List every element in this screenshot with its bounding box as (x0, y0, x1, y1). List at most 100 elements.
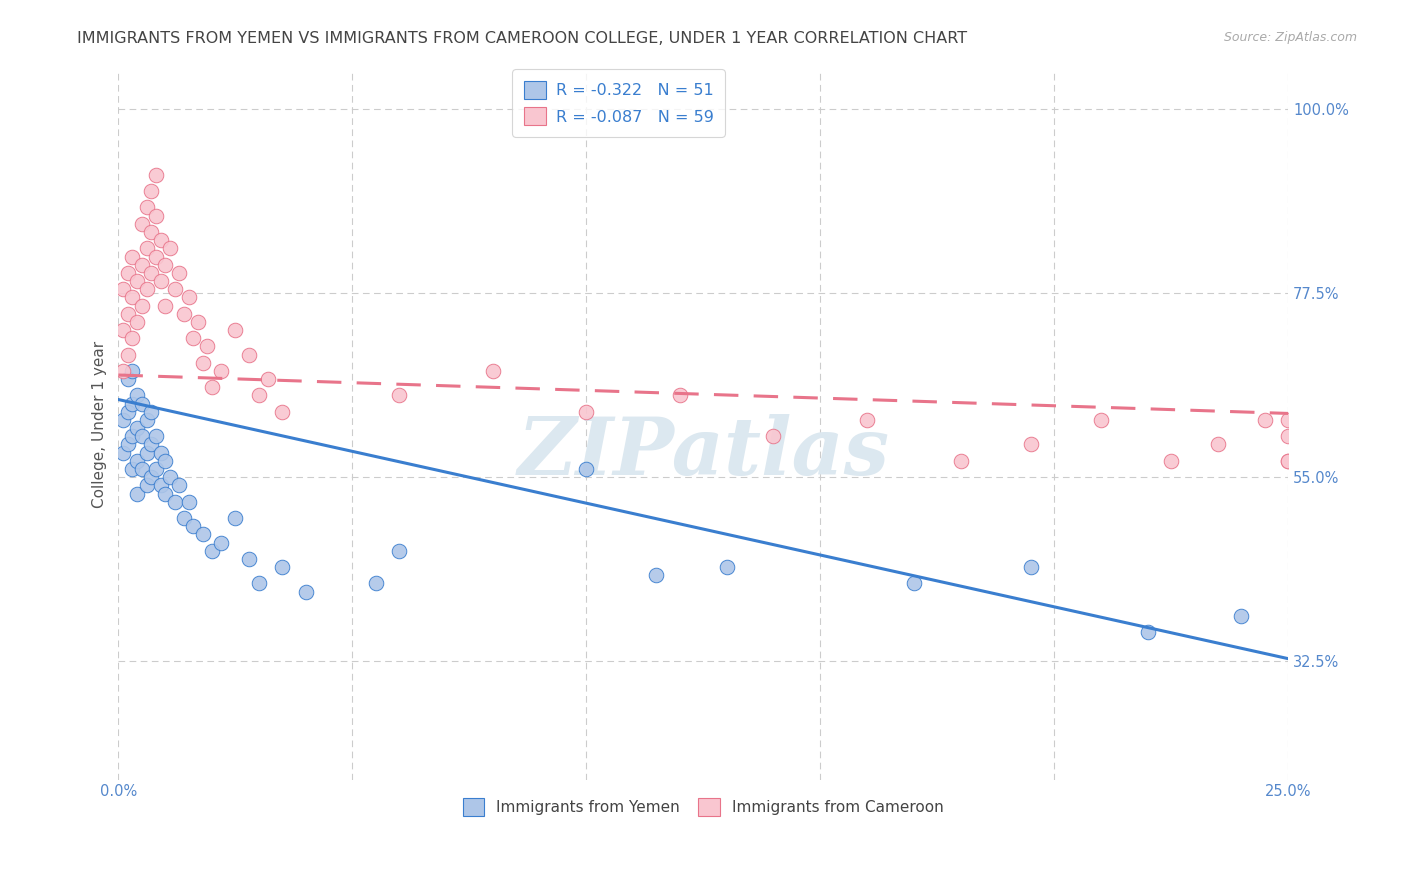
Point (135, 445, 157, 459)
Point (209, 535, 232, 549)
Point (1253, 413, 1275, 427)
Point (201, 380, 224, 394)
Text: IMMIGRANTS FROM YEMEN VS IMMIGRANTS FROM CAMEROON COLLEGE, UNDER 1 YEAR CORRELAT: IMMIGRANTS FROM YEMEN VS IMMIGRANTS FROM… (77, 31, 967, 46)
Point (238, 552, 260, 566)
Point (127, 388, 149, 402)
Point (294, 584, 316, 599)
Point (181, 331, 204, 345)
Point (141, 470, 163, 484)
Point (201, 543, 224, 558)
Point (575, 462, 598, 476)
Point (1160, 454, 1182, 468)
Point (121, 364, 143, 378)
Point (131, 299, 153, 313)
Point (167, 478, 190, 492)
Text: Source: ZipAtlas.com: Source: ZipAtlas.com (1223, 31, 1357, 45)
Point (177, 494, 200, 508)
Point (135, 413, 157, 427)
Point (145, 168, 167, 182)
Legend: Immigrants from Yemen, Immigrants from Cameroon: Immigrants from Yemen, Immigrants from C… (454, 789, 953, 825)
Point (1230, 609, 1253, 624)
Point (856, 413, 879, 427)
Point (149, 274, 172, 288)
Point (135, 282, 157, 296)
Point (1277, 413, 1299, 427)
Point (191, 527, 214, 541)
Point (155, 486, 177, 500)
Y-axis label: College, Under 1 year: College, Under 1 year (93, 341, 107, 508)
Point (141, 184, 163, 198)
Point (155, 454, 177, 468)
Point (163, 494, 186, 508)
Point (131, 396, 153, 410)
Point (127, 421, 149, 435)
Point (135, 241, 157, 255)
Point (177, 290, 200, 304)
Point (121, 290, 143, 304)
Point (181, 519, 204, 533)
Point (131, 217, 153, 231)
Point (173, 307, 195, 321)
Point (903, 576, 925, 591)
Point (247, 576, 270, 591)
Point (1019, 437, 1042, 451)
Point (173, 511, 195, 525)
Point (149, 478, 172, 492)
Text: ZIPatlas: ZIPatlas (517, 414, 890, 491)
Point (121, 462, 143, 476)
Point (117, 266, 139, 280)
Point (388, 388, 411, 402)
Point (135, 201, 157, 215)
Point (247, 388, 270, 402)
Point (949, 454, 972, 468)
Point (645, 568, 668, 582)
Point (141, 405, 163, 419)
Point (127, 274, 149, 288)
Point (145, 250, 167, 264)
Point (716, 560, 738, 574)
Point (112, 445, 135, 459)
Point (121, 331, 143, 345)
Point (121, 429, 143, 443)
Point (159, 470, 181, 484)
Point (145, 209, 167, 223)
Point (481, 364, 503, 378)
Point (117, 307, 139, 321)
Point (131, 258, 153, 272)
Point (131, 429, 153, 443)
Point (121, 396, 143, 410)
Point (155, 258, 177, 272)
Point (112, 323, 135, 337)
Point (1136, 625, 1159, 640)
Point (117, 348, 139, 362)
Point (167, 266, 190, 280)
Point (388, 543, 411, 558)
Point (127, 486, 149, 500)
Point (1019, 560, 1042, 574)
Point (1090, 413, 1112, 427)
Point (271, 405, 294, 419)
Point (141, 437, 163, 451)
Point (271, 560, 294, 574)
Point (141, 266, 163, 280)
Point (224, 511, 246, 525)
Point (238, 348, 260, 362)
Point (141, 225, 163, 239)
Point (257, 372, 280, 386)
Point (117, 437, 139, 451)
Point (575, 405, 598, 419)
Point (762, 429, 785, 443)
Point (209, 364, 232, 378)
Point (195, 339, 218, 353)
Point (149, 233, 172, 247)
Point (163, 282, 186, 296)
Point (117, 405, 139, 419)
Point (1277, 429, 1299, 443)
Point (159, 241, 181, 255)
Point (155, 299, 177, 313)
Point (131, 462, 153, 476)
Point (127, 315, 149, 329)
Point (145, 429, 167, 443)
Point (112, 282, 135, 296)
Point (364, 576, 387, 591)
